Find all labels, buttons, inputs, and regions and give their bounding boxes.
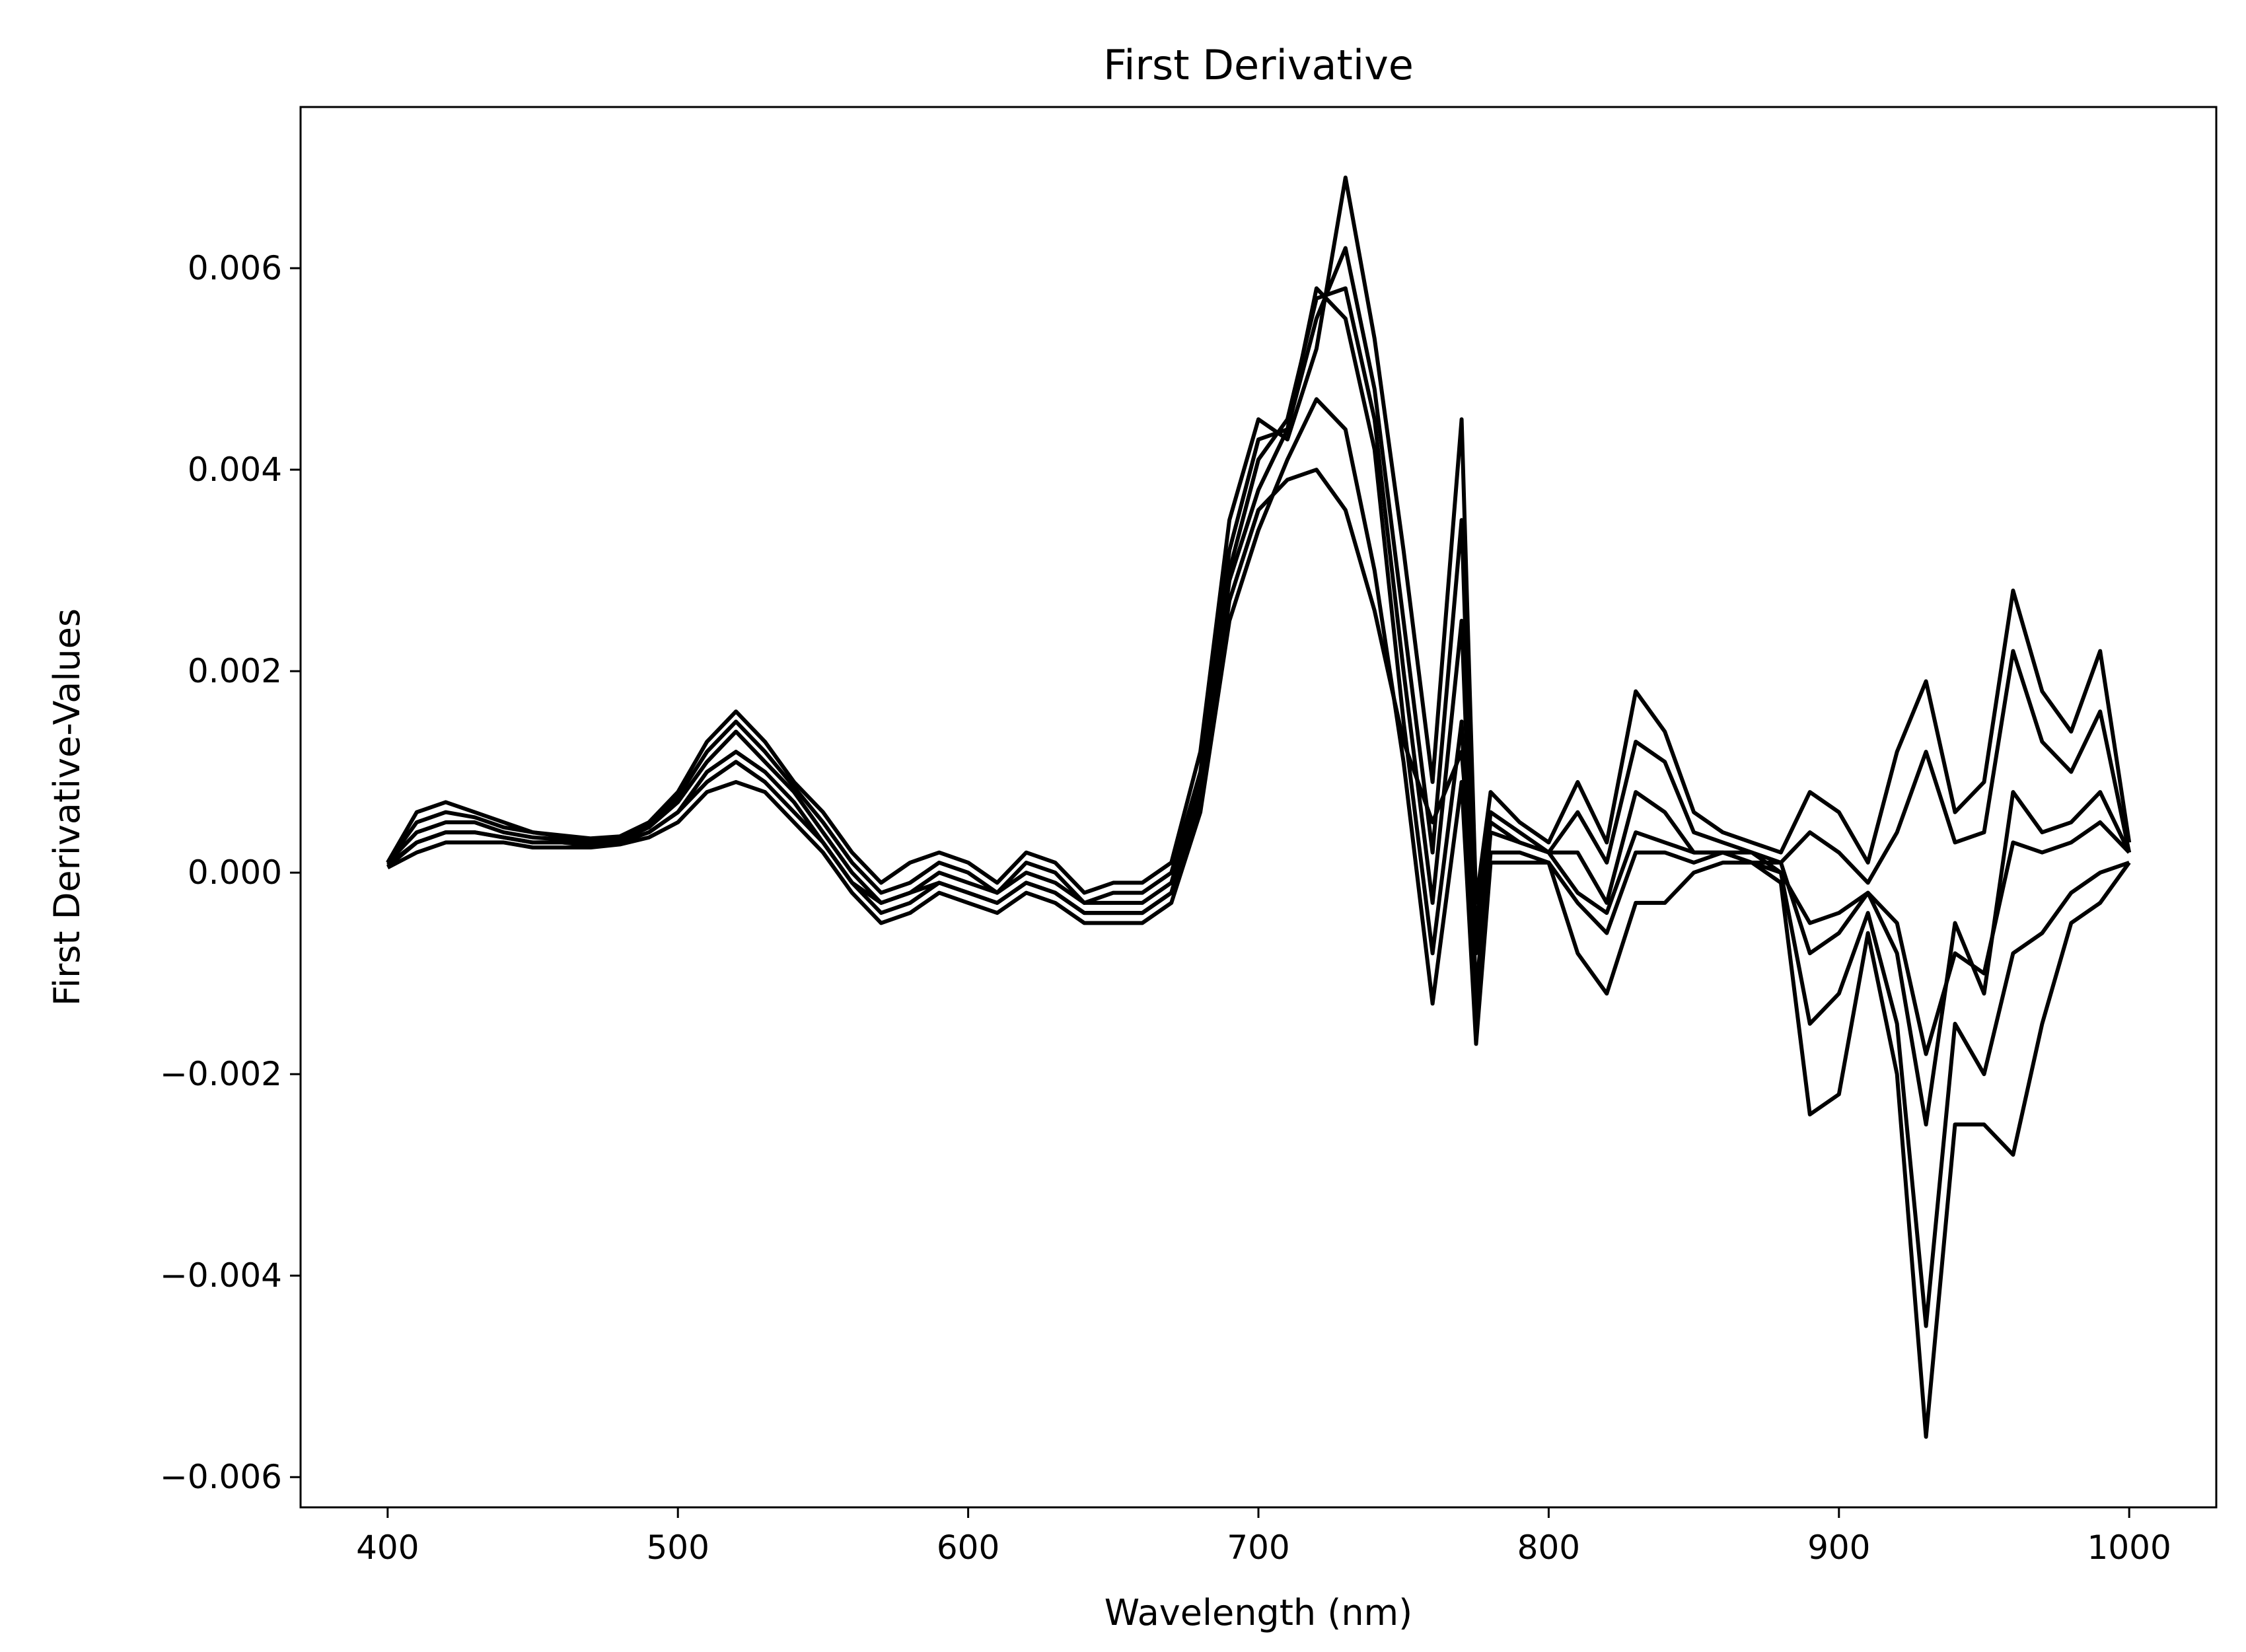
y-axis-label: First Derivative-Values (46, 608, 88, 1006)
x-tick-label: 700 (1227, 1528, 1289, 1567)
series-line-1 (386, 175, 2132, 905)
chart-title: First Derivative (1103, 41, 1414, 89)
y-axis-ticks: −0.006 −0.004 −0.002 0.000 0.002 0.004 0.006 (160, 249, 301, 1496)
x-tick-label: 600 (937, 1528, 999, 1567)
y-tick-label: −0.002 (160, 1055, 282, 1093)
series-line-6 (386, 468, 2131, 1056)
y-tick-label: 0.000 (188, 853, 282, 892)
y-tick-label: 0.002 (188, 652, 282, 690)
x-tick-label: 800 (1517, 1528, 1580, 1567)
x-axis-ticks: 400 500 600 700 800 900 1000 (356, 1507, 2171, 1567)
y-tick-label: 0.006 (188, 249, 282, 287)
y-tick-label: −0.004 (160, 1256, 282, 1295)
x-tick-label: 400 (356, 1528, 419, 1567)
x-tick-label: 500 (646, 1528, 709, 1567)
x-axis-label: Wavelength (nm) (1105, 1592, 1412, 1634)
x-tick-label: 1000 (2087, 1528, 2171, 1567)
series-line-3 (386, 286, 2131, 1127)
plot-lines (386, 175, 2132, 1439)
x-tick-label: 900 (1807, 1528, 1870, 1567)
y-tick-label: −0.006 (160, 1458, 282, 1496)
series-line-2 (386, 246, 2132, 956)
y-tick-label: 0.004 (188, 450, 282, 489)
